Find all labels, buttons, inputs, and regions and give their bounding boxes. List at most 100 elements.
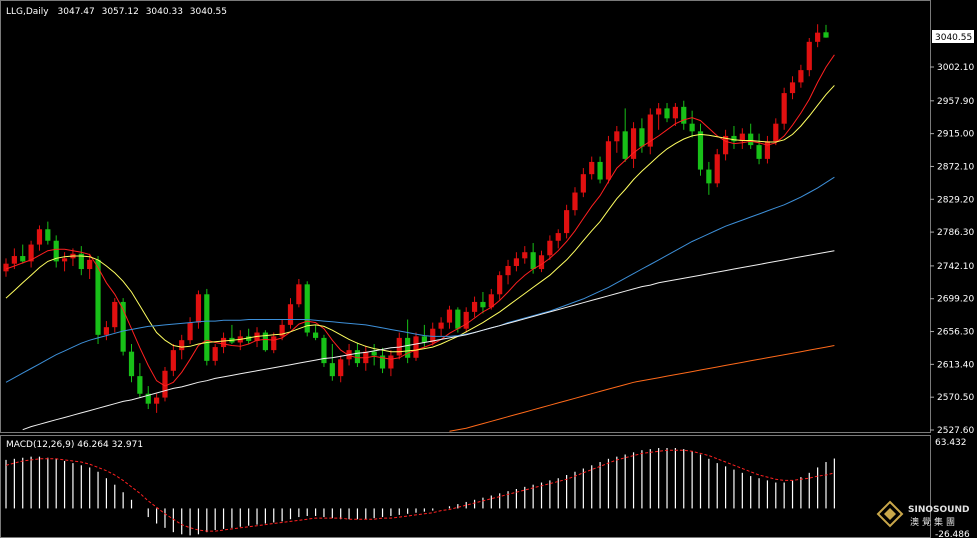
candle-69: [580, 168, 586, 198]
candle-body: [773, 123, 779, 142]
candle-66: [555, 229, 561, 249]
candle-27: [229, 324, 235, 345]
candle-15: [128, 344, 135, 383]
sinosound-logo: SINOSOUND 澳覺集團: [876, 500, 969, 528]
macd-bottom-tick: -26.486: [935, 530, 970, 538]
ohlc-close: 3040.55: [190, 7, 227, 17]
candle-body: [463, 311, 469, 329]
candle-body: [3, 263, 9, 272]
candle-96: [806, 38, 812, 77]
candle-91: [764, 135, 771, 164]
candle-body: [522, 252, 528, 259]
macd-panel-frame: [0, 435, 931, 538]
candle-body: [488, 294, 494, 308]
candle-10: [87, 253, 93, 279]
candle-48: [405, 319, 411, 364]
candle-60: [505, 259, 511, 285]
candle-body: [480, 301, 486, 308]
candle-12: [103, 321, 110, 341]
candle-73: [614, 125, 620, 153]
macd-label: MACD(12,26,9) 46.264 32.971: [6, 440, 143, 450]
macd-indicator: [5, 448, 835, 536]
candle-34: [287, 298, 294, 329]
candle-29: [246, 328, 252, 345]
candle-75: [630, 122, 637, 169]
candle-body: [530, 252, 536, 270]
candle-71: [597, 156, 603, 184]
candle-33: [279, 319, 285, 341]
moving-average-lines: [5, 54, 835, 432]
candle-11: [95, 256, 101, 345]
candle-body: [656, 108, 662, 115]
candle-49: [413, 332, 419, 361]
candle-body: [605, 141, 612, 180]
candle-98: [823, 24, 829, 38]
candle-body: [95, 259, 101, 335]
candle-body: [471, 301, 478, 312]
candle-74: [622, 108, 628, 162]
candle-44: [371, 344, 377, 366]
candle-body: [220, 337, 227, 348]
candle-61: [513, 252, 520, 272]
candle-83: [697, 123, 704, 176]
candle-body: [513, 258, 520, 266]
candle-body: [622, 131, 628, 159]
candle-82: [689, 110, 695, 138]
moving-average-3: [22, 250, 835, 431]
candle-body: [162, 370, 168, 398]
candle-body: [246, 336, 252, 341]
candle-body: [137, 376, 143, 394]
candle-64: [538, 250, 545, 273]
moving-average-4: [449, 345, 835, 432]
candle-55: [463, 307, 469, 333]
price-tick-label: 2527.60: [937, 426, 974, 436]
candle-body: [87, 259, 93, 270]
current-price-box: [932, 30, 974, 43]
moving-average-1: [5, 85, 835, 353]
candle-body: [271, 336, 277, 351]
candle-42: [354, 342, 361, 367]
price-tick-label: 2742.10: [937, 262, 974, 272]
candle-body: [413, 336, 419, 358]
candle-13: [112, 298, 118, 333]
candle-53: [446, 305, 453, 329]
candle-body: [714, 154, 720, 184]
logo-text-bottom: 澳覺集團: [910, 516, 958, 528]
candle-52: [438, 317, 444, 337]
candle-body: [438, 322, 444, 329]
candle-body: [706, 169, 712, 184]
price-tick-label: 2872.10: [937, 162, 974, 172]
candle-70: [589, 156, 595, 180]
candle-body: [304, 284, 310, 333]
candle-17: [145, 386, 151, 410]
current-price-label: 3040.55: [935, 33, 972, 43]
candle-body: [731, 135, 737, 142]
candle-57: [480, 291, 486, 314]
candle-body: [806, 41, 812, 71]
candle-87: [731, 125, 737, 149]
candle-body: [555, 233, 561, 241]
candle-81: [681, 100, 687, 130]
candle-body: [128, 351, 135, 377]
moving-average-0: [5, 54, 835, 387]
candle-45: [379, 347, 386, 374]
candle-body: [296, 284, 302, 305]
candle-94: [789, 76, 796, 100]
candle-body: [78, 253, 84, 270]
candle-35: [296, 278, 302, 308]
candle-93: [781, 87, 787, 130]
candle-88: [739, 128, 745, 149]
candle-32: [271, 332, 277, 354]
candle-62: [522, 246, 528, 264]
candle-51: [430, 322, 436, 346]
price-tick-label: 2957.90: [937, 97, 974, 107]
candle-body: [647, 114, 653, 147]
candle-4: [36, 225, 43, 251]
candle-body: [103, 327, 110, 335]
ohlc-low: 3040.33: [146, 7, 183, 17]
candle-body: [154, 397, 160, 404]
candle-38: [321, 334, 327, 367]
candle-body: [672, 106, 678, 119]
candle-3: [28, 240, 34, 268]
candle-20: [170, 344, 176, 377]
